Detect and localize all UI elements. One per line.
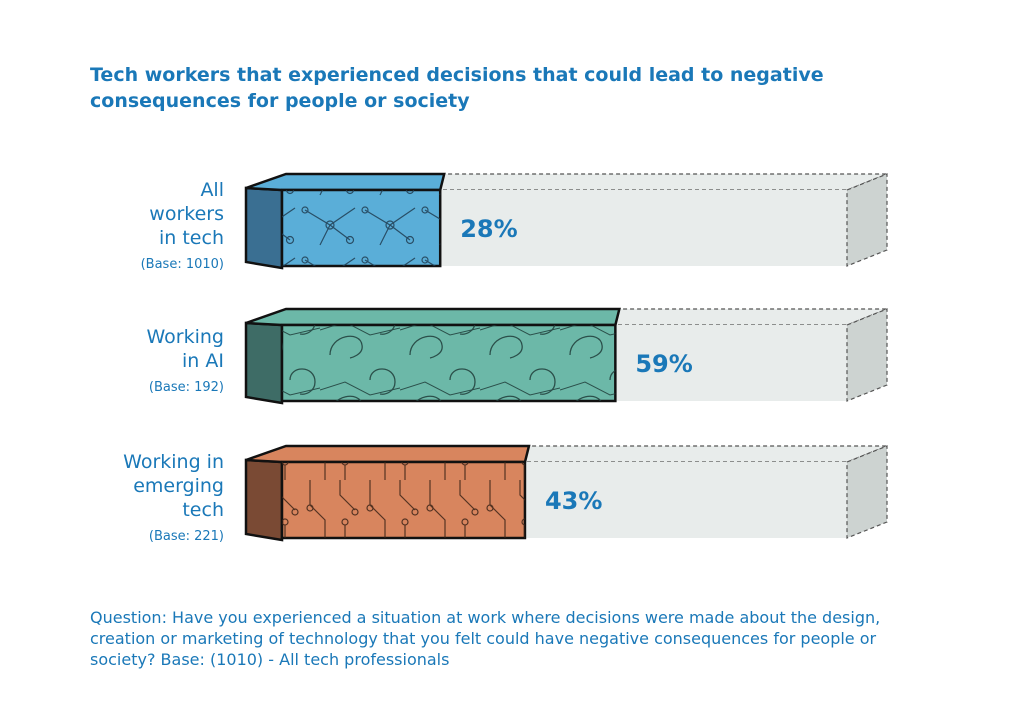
bar-top [245,444,531,464]
bar-side [244,458,284,542]
category-label: emerging [133,475,224,497]
category-label: All [200,179,224,201]
bar-side [244,321,284,405]
category-label: in AI [182,350,224,372]
bar-top [245,307,621,327]
value-label: 59% [635,350,692,378]
track-end [846,445,888,539]
track-end [846,173,888,267]
bar-top [245,172,446,192]
bar-side [244,186,284,270]
base-label: (Base: 192) [149,380,224,395]
bar-texture [282,462,525,538]
category-label: in tech [159,227,224,249]
value-label: 43% [545,487,602,515]
value-label: 28% [460,215,517,243]
bar-texture [282,325,616,401]
base-label: (Base: 1010) [141,257,224,272]
category-label: Working [147,326,225,348]
chart-title: Tech workers that experienced decisions … [90,64,824,112]
question-footnote: Question: Have you experienced a situati… [90,608,881,669]
track-end [846,308,888,402]
base-label: (Base: 221) [149,529,224,544]
category-label: workers [149,203,224,225]
category-label: Working in [123,451,224,473]
bar-texture [282,190,441,266]
category-label: tech [182,499,224,521]
